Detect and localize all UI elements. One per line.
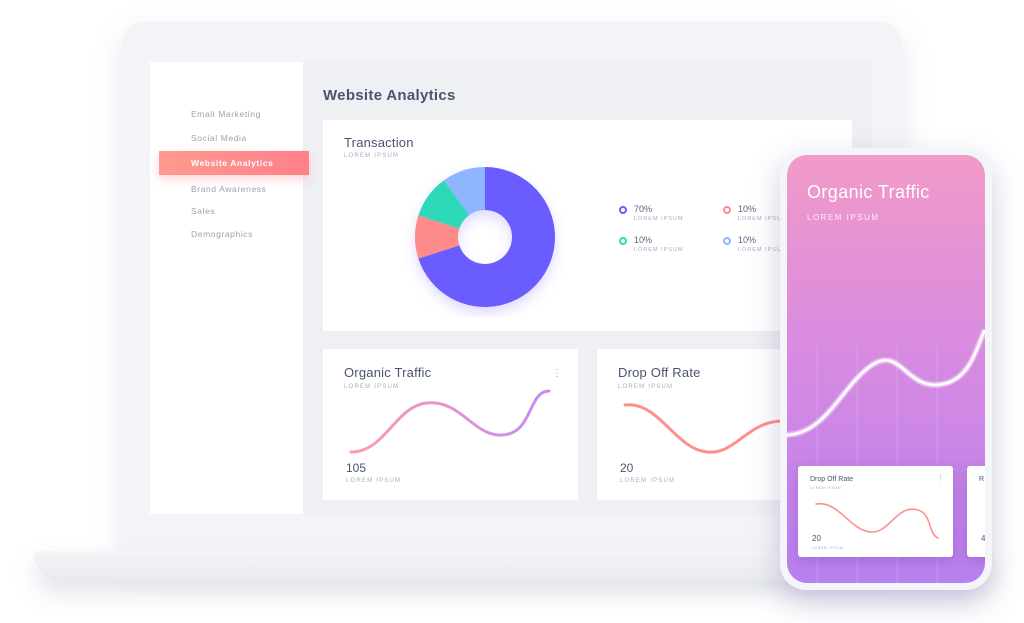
legend-label: LOREM IPSUM bbox=[738, 247, 788, 253]
legend-label: LOREM IPSUM bbox=[634, 247, 684, 253]
legend-dot bbox=[619, 206, 627, 214]
drop-off-rate-value: 20 bbox=[620, 461, 634, 475]
organic-traffic-subtitle: LOREM IPSUM bbox=[344, 384, 400, 390]
phone-card-subtitle: LOREM IPSUM bbox=[810, 486, 842, 490]
transaction-subtitle: LOREM IPSUM bbox=[344, 153, 400, 159]
donut-slice-4 bbox=[443, 167, 485, 216]
transaction-donut-chart bbox=[415, 167, 555, 307]
phone-subtitle: LOREM IPSUM bbox=[807, 213, 880, 222]
sidebar: Email Marketing Social Media Website Ana… bbox=[150, 62, 309, 514]
drop-off-rate-title: Drop Off Rate bbox=[618, 365, 701, 380]
organic-traffic-value: 105 bbox=[346, 461, 367, 475]
sidebar-item-demographics[interactable]: Demographics bbox=[191, 229, 254, 239]
phone-second-card: R 4 bbox=[967, 466, 985, 557]
donut-slice-2 bbox=[415, 215, 460, 259]
phone-card-line bbox=[815, 503, 939, 539]
phone-screen: Organic Traffic LOREM IPSUM Drop Off Rat… bbox=[787, 155, 985, 583]
phone-card-value: 20 bbox=[812, 534, 821, 543]
sidebar-item-website-analytics[interactable]: Website Analytics bbox=[159, 151, 309, 175]
more-vertical-icon[interactable]: ⋮ bbox=[937, 475, 944, 482]
legend-label: LOREM IPSUM bbox=[634, 216, 684, 222]
legend-dot bbox=[723, 237, 731, 245]
sidebar-item-email-marketing[interactable]: Email Marketing bbox=[191, 109, 261, 119]
more-vertical-icon[interactable]: ⋮ bbox=[552, 368, 562, 379]
transaction-card: Transaction LOREM IPSUM 70% LOREM IPSUM … bbox=[323, 120, 852, 331]
legend-dot bbox=[619, 237, 627, 245]
donut-slice-1 bbox=[418, 167, 555, 307]
phone-drop-off-card: Drop Off Rate LOREM IPSUM ⋮ 20 LOREM IPS… bbox=[798, 466, 953, 557]
legend-label: LOREM IPSUM bbox=[738, 216, 788, 222]
legend-percent: 70% bbox=[634, 204, 653, 214]
sidebar-item-brand-awareness[interactable]: Brand Awareness bbox=[191, 184, 267, 194]
phone-second-card-title: R bbox=[979, 476, 985, 483]
phone-title: Organic Traffic bbox=[807, 182, 930, 202]
legend-percent: 10% bbox=[738, 204, 757, 214]
transaction-title: Transaction bbox=[344, 135, 414, 150]
drop-off-rate-line bbox=[623, 403, 789, 454]
organic-traffic-title: Organic Traffic bbox=[344, 365, 432, 380]
phone-second-card-value: 4 bbox=[981, 534, 985, 543]
organic-traffic-line bbox=[349, 389, 551, 454]
page-title: Website Analytics bbox=[323, 87, 456, 104]
phone-card-value-label: LOREM IPSUM bbox=[812, 546, 844, 550]
legend-percent: 10% bbox=[738, 235, 757, 245]
organic-traffic-card: Organic Traffic LOREM IPSUM ⋮ 105 LOREM … bbox=[323, 349, 578, 500]
phone-frame: Organic Traffic LOREM IPSUM Drop Off Rat… bbox=[780, 148, 992, 590]
sidebar-item-social-media[interactable]: Social Media bbox=[191, 133, 247, 143]
organic-traffic-value-label: LOREM IPSUM bbox=[346, 478, 402, 484]
donut-slice-3 bbox=[418, 180, 470, 229]
legend-percent: 10% bbox=[634, 235, 653, 245]
dashboard-screen: Email Marketing Social Media Website Ana… bbox=[150, 62, 872, 514]
drop-off-rate-subtitle: LOREM IPSUM bbox=[618, 384, 674, 390]
legend-dot bbox=[723, 206, 731, 214]
sidebar-item-sales[interactable]: Sales bbox=[191, 206, 216, 216]
drop-off-rate-value-label: LOREM IPSUM bbox=[620, 478, 676, 484]
phone-card-title: Drop Off Rate bbox=[810, 476, 854, 483]
